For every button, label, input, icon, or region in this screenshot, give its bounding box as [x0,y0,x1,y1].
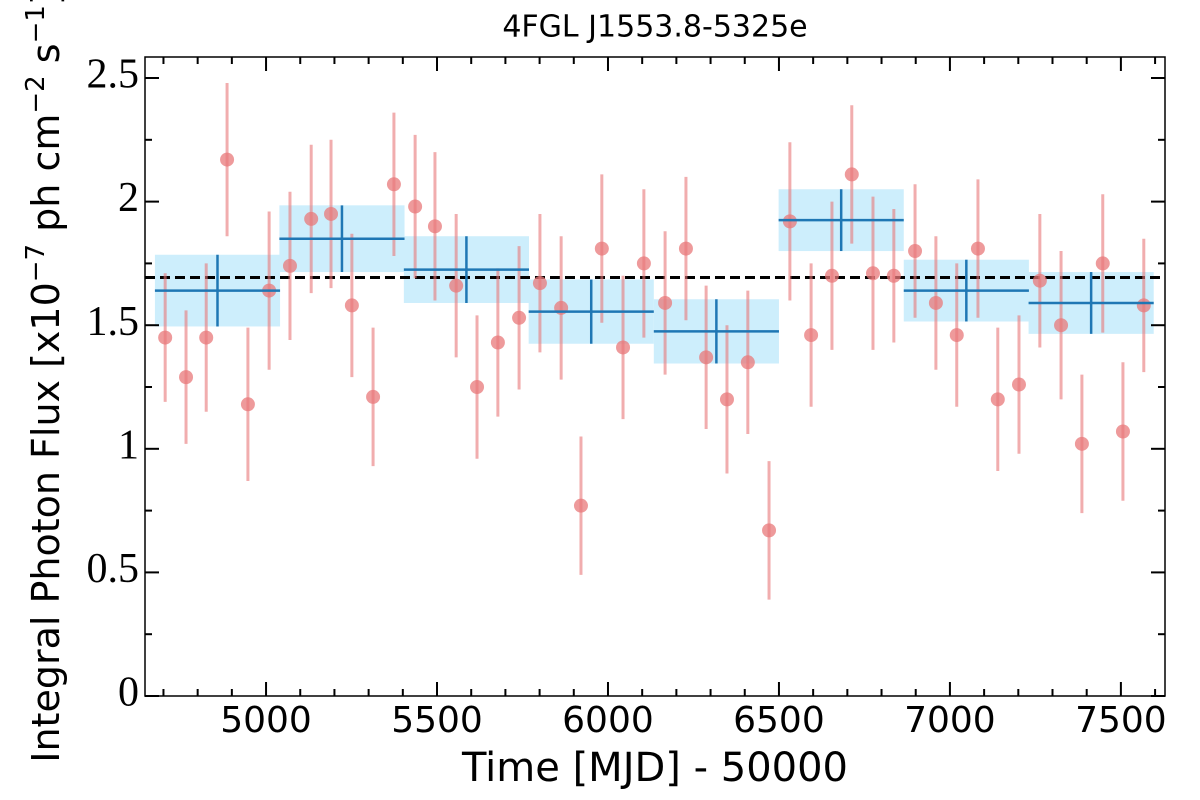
data-point [1074,436,1089,451]
data-point [990,392,1005,407]
x-tick-label: 5000 [220,700,312,741]
y-tick-label: 1.5 [87,299,140,345]
y-axis-label-part: ph cm [24,114,68,244]
data-point [512,310,527,325]
x-tick-label: 6500 [733,700,825,741]
data-point [844,167,859,182]
data-point [470,380,485,395]
data-point [532,276,547,291]
data-point [1032,273,1047,288]
chart-title: 4FGL J1553.8-5325e [502,10,807,45]
x-tick-label: 7500 [1075,700,1167,741]
y-tick-label: 0 [118,670,139,716]
x-tick-label: 7000 [904,700,996,741]
data-point [344,298,359,313]
data-point [636,256,651,271]
data-point [699,350,714,365]
data-point [304,211,319,226]
y-axis-label: Integral Photon Flux [x10−7 ph cm−2 s−1] [21,0,68,763]
y-axis-label-part: −1 [21,5,51,43]
data-point [1011,377,1026,392]
data-point [490,335,505,350]
y-tick-label: 2.5 [87,52,140,98]
data-point [573,498,588,513]
x-tick-label: 6000 [562,700,654,741]
data-point [1054,318,1069,333]
data-point [1095,256,1110,271]
y-tick-label: 0.5 [87,546,140,592]
data-point [240,397,255,412]
data-point [158,330,173,345]
data-point [386,177,401,192]
y-axis-label-part: Integral Photon Flux [x10 [24,282,68,763]
y-axis-label-part: ] [24,0,68,5]
data-point [928,295,943,310]
y-tick-label: 1 [118,422,139,468]
data-point [678,241,693,256]
data-point [366,389,381,404]
data-point [282,258,297,273]
data-point [199,330,214,345]
data-point [658,295,673,310]
data-point [179,370,194,385]
data-point [324,206,339,221]
data-point [908,244,923,259]
data-point [970,241,985,256]
data-point [1136,298,1151,313]
data-point [865,266,880,281]
x-axis-label: Time [MJD] - 50000 [461,745,848,791]
data-point [719,392,734,407]
plot-frame [144,56,1166,697]
data-point [594,241,609,256]
data-point [949,328,964,343]
data-point [616,340,631,355]
y-axis-label-part: s [24,43,68,75]
x-tick-label: 5500 [391,700,483,741]
y-tick-label: 2 [118,175,139,221]
data-point [427,219,442,234]
data-point [220,152,235,167]
data-point [408,199,423,214]
y-axis-label-part: −7 [21,244,51,282]
data-point [740,355,755,370]
data-point [886,268,901,283]
data-point [762,523,777,538]
y-axis-label-part: −2 [21,75,51,113]
data-point [1115,424,1130,439]
data-point [804,328,819,343]
data-point [449,278,464,293]
data-point [824,268,839,283]
